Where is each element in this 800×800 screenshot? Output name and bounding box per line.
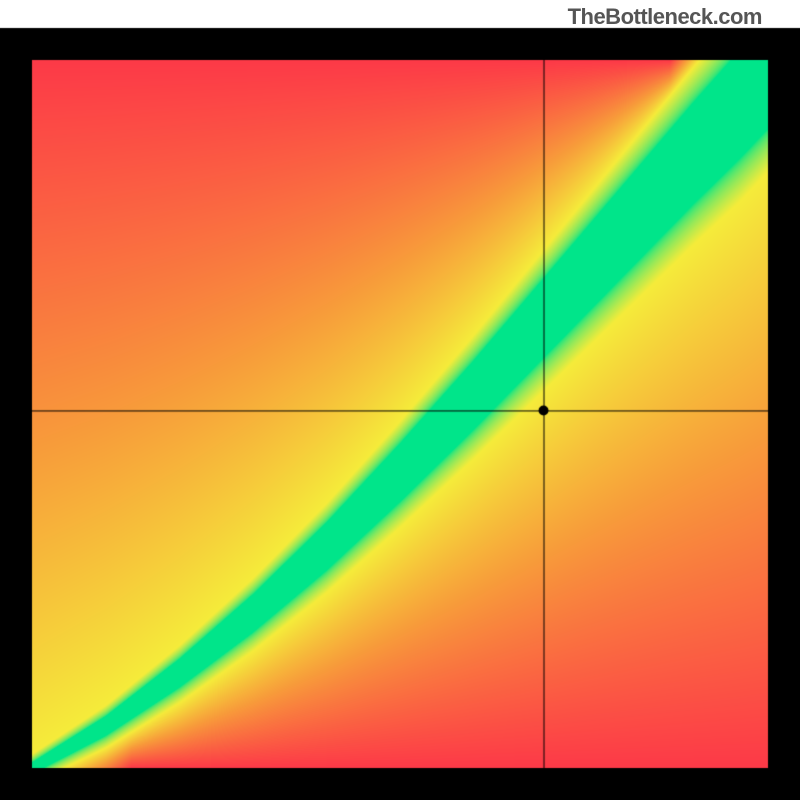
watermark-text: TheBottleneck.com bbox=[568, 4, 762, 30]
bottleneck-heatmap bbox=[0, 0, 800, 800]
